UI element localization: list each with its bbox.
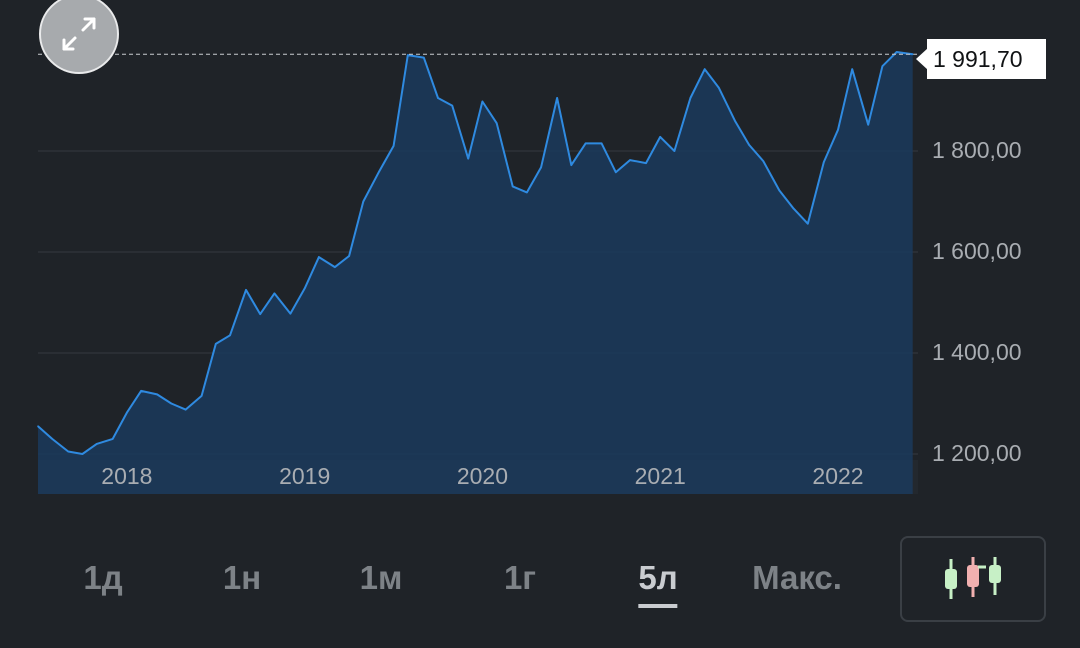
price-line [37,51,913,455]
tab-5y[interactable]: 5л [638,545,678,615]
tab-1w[interactable]: 1н [223,545,261,615]
tab-max[interactable]: Макс. [752,545,842,615]
data-point [406,54,409,56]
data-point [584,142,587,145]
data-point [184,408,187,411]
expand-arrows-icon [62,17,96,51]
x-tick-label: 2020 [456,463,509,489]
tab-1d[interactable]: 1д [83,545,122,615]
data-point [95,443,98,445]
data-point [378,170,381,172]
tab-label: Макс. [752,559,842,596]
data-point [422,56,425,59]
data-point [245,289,247,291]
data-points [37,51,914,455]
data-point [718,87,720,89]
data-point [126,411,128,414]
data-point [659,136,662,138]
y-tick-label: 1 200,00 [932,440,1022,466]
data-point [495,122,498,125]
tab-1y[interactable]: 1г [504,545,536,615]
data-point [259,313,262,315]
data-point [895,51,898,53]
data-point [822,161,825,163]
tab-label: 1д [83,559,123,596]
data-point [911,53,914,55]
data-point [318,256,320,258]
data-point [37,425,39,428]
y-tick-label: 1 400,00 [932,339,1022,365]
data-point [229,334,231,337]
data-point [837,128,839,131]
data-point [600,142,603,145]
data-point [200,395,203,397]
data-point [881,65,884,67]
data-point [334,266,336,268]
data-point [629,159,631,161]
active-tab-underline [638,604,678,608]
tab-label: 5л [638,559,678,596]
data-point [540,166,542,168]
data-point [792,207,795,210]
data-point [111,438,114,440]
time-range-tabs: 1д 1н 1м 1г 5л Макс. [0,545,900,615]
data-point [867,123,870,126]
data-point [703,68,706,70]
data-point [689,97,692,99]
data-point [778,189,781,192]
data-point [614,171,617,174]
data-point [806,222,809,225]
data-point [170,402,173,405]
data-point [67,450,70,453]
current-price-label: 1 991,70 [927,39,1046,79]
data-point [467,157,470,160]
data-point [645,162,647,164]
data-point [303,287,306,290]
x-tick-label: 2019 [279,463,331,489]
data-point [748,144,750,146]
candlestick-chart-toggle-button[interactable] [900,536,1046,622]
data-point [570,164,573,166]
data-point [156,393,158,396]
data-point [362,200,365,203]
data-point [289,312,292,315]
data-point [392,145,395,147]
tab-label: 1г [503,559,537,596]
data-point [556,97,558,99]
data-point [762,160,765,162]
data-point [511,185,514,188]
x-tick-label: 2022 [812,463,864,489]
data-point [451,104,454,107]
data-point [140,390,142,392]
price-chart[interactable] [0,0,1080,520]
y-tick-label: 1 800,00 [932,137,1022,163]
data-point [51,438,54,440]
y-tick-label: 1 600,00 [932,238,1022,264]
data-point [481,100,484,103]
data-point [526,191,528,194]
tab-label: 1н [222,559,262,596]
current-price-label-pointer [916,48,928,70]
data-point [437,97,439,99]
tab-1m[interactable]: 1м [360,545,403,615]
data-point [214,343,217,345]
candlestick-icon [945,557,1001,599]
x-tick-label: 2021 [634,463,686,489]
data-point [673,150,676,152]
tab-label: 1м [359,559,403,596]
x-tick-label: 2018 [101,463,153,489]
data-point [851,68,854,70]
data-point [734,119,736,122]
data-point [348,255,350,257]
price-area-fill [38,52,913,494]
data-point [81,453,84,455]
expand-button[interactable] [39,0,119,74]
data-point [273,292,276,295]
